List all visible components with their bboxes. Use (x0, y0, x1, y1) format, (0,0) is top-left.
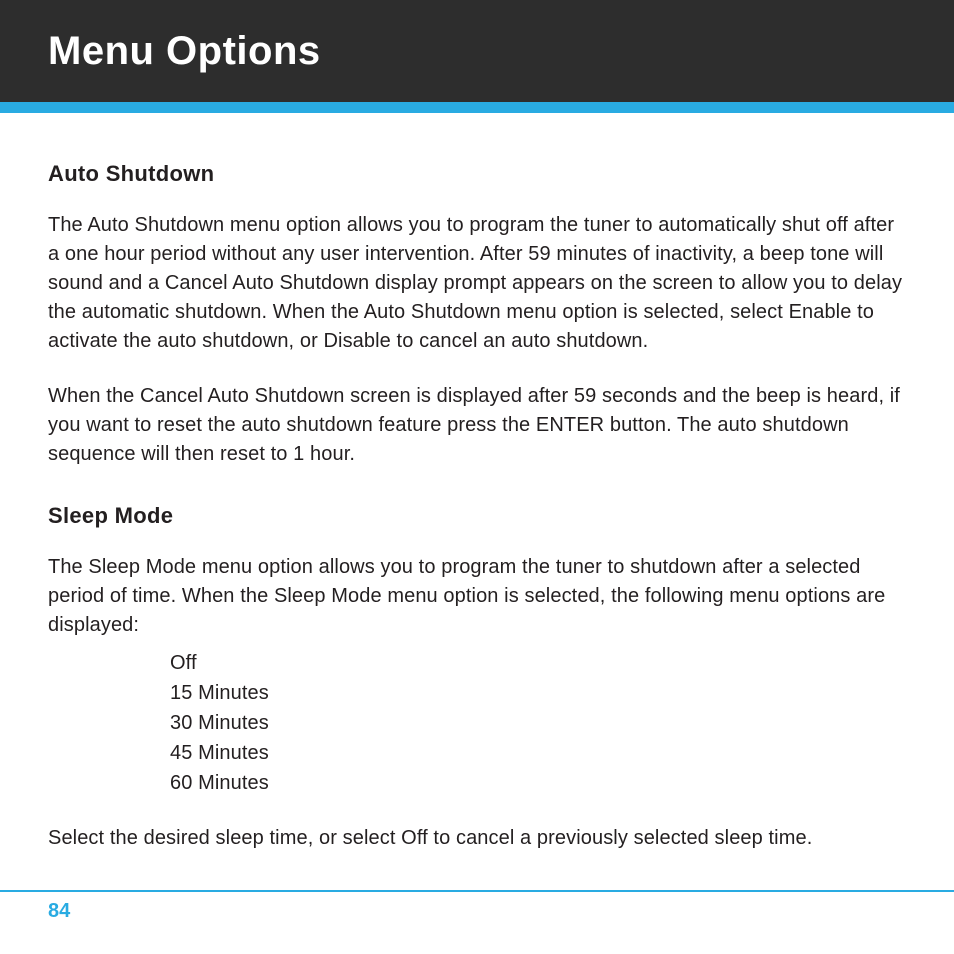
sleep-mode-paragraph-1: The Sleep Mode menu option allows you to… (48, 553, 906, 640)
content-area: Auto Shutdown The Auto Shutdown menu opt… (0, 113, 954, 853)
section-heading-sleep-mode: Sleep Mode (48, 503, 906, 529)
list-item: Off (170, 648, 906, 678)
page-footer: 84 (0, 890, 954, 928)
page-number: 84 (0, 892, 954, 923)
sleep-mode-options-list: Off 15 Minutes 30 Minutes 45 Minutes 60 … (48, 648, 906, 798)
page: Menu Options Auto Shutdown The Auto Shut… (0, 0, 954, 954)
page-header: Menu Options (0, 0, 954, 102)
auto-shutdown-paragraph-2: When the Cancel Auto Shutdown screen is … (48, 382, 906, 469)
list-item: 30 Minutes (170, 708, 906, 738)
list-item: 15 Minutes (170, 678, 906, 708)
accent-stripe (0, 102, 954, 113)
sleep-mode-paragraph-2: Select the desired sleep time, or select… (48, 824, 906, 853)
list-item: 45 Minutes (170, 738, 906, 768)
page-title: Menu Options (48, 29, 321, 74)
section-heading-auto-shutdown: Auto Shutdown (48, 161, 906, 187)
list-item: 60 Minutes (170, 768, 906, 798)
auto-shutdown-paragraph-1: The Auto Shutdown menu option allows you… (48, 211, 906, 356)
